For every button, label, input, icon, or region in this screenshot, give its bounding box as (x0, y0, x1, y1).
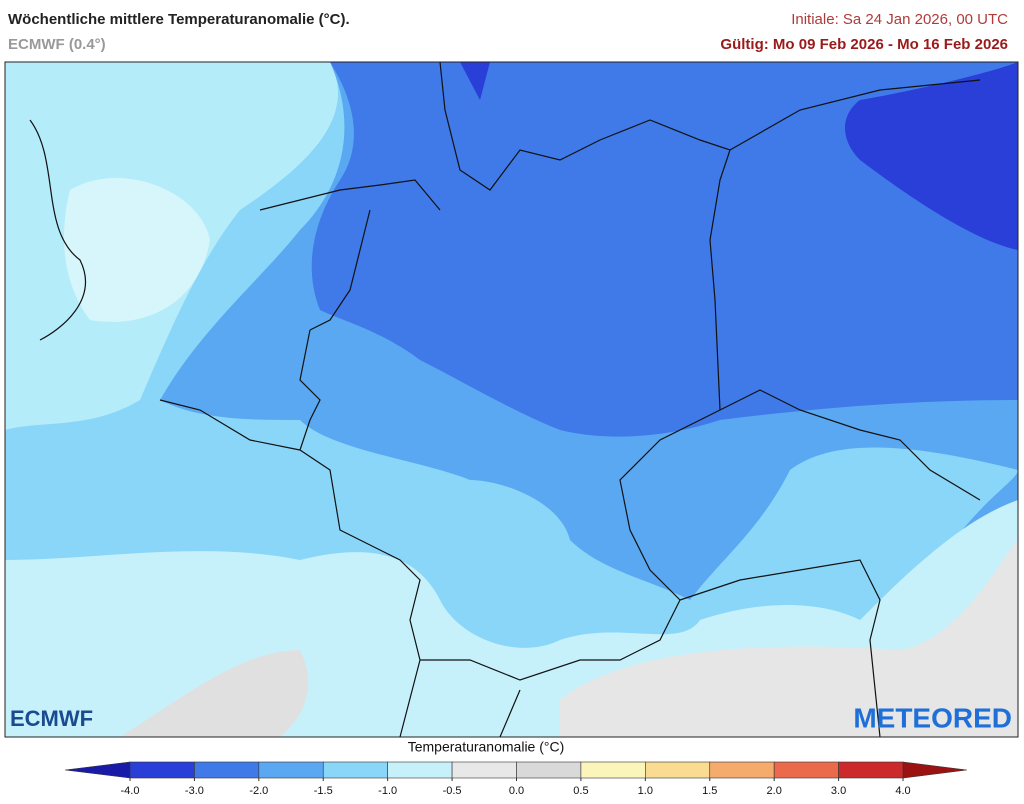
colorbar-segment (387, 761, 453, 779)
title: Wöchentliche mittlere Temperaturanomalie… (8, 11, 350, 28)
colorbar-segment (773, 761, 839, 779)
map: ECMWF METEORED (4, 61, 1019, 738)
colorbar-tick-label: 0.0 (509, 785, 524, 797)
colorbar-segment (194, 761, 260, 779)
colorbar-under (64, 761, 131, 779)
colorbar-title: Temperaturanomalie (°C) (408, 739, 565, 755)
colorbar: -4.0 -3.0 -2.0 -1.5 -1.0 -0.5 0.0 0.5 1.0 1.5 2.0 3… (64, 761, 968, 797)
colorbar-segment (838, 761, 904, 779)
colorbar-segment (258, 761, 324, 779)
valid-range: Gültig: Mo 09 Feb 2026 - Mo 16 Feb 2026 (720, 36, 1008, 53)
colorbar-tick-label: -3.0 (185, 785, 204, 797)
colorbar-tick-label: 4.0 (895, 785, 910, 797)
initial-date: Initiale: Sa 24 Jan 2026, 00 UTC (791, 11, 1008, 28)
colorbar-tick-label: -1.5 (314, 785, 333, 797)
colorbar-tick-label: 3.0 (831, 785, 846, 797)
colorbar-segment (580, 761, 646, 779)
colorbar-tick-label: -4.0 (121, 785, 140, 797)
colorbar-tick-label: 1.0 (638, 785, 653, 797)
colorbar-tick-label: -1.0 (378, 785, 397, 797)
colorbar-segment (645, 761, 711, 779)
colorbar-segment (322, 761, 388, 779)
colorbar-tick-label: 1.5 (702, 785, 717, 797)
colorbar-tick-label: -2.0 (249, 785, 268, 797)
subtitle: ECMWF (0.4°) (8, 36, 106, 53)
colorbar-segment (516, 761, 582, 779)
ecmwf-logo: ECMWF (10, 706, 93, 731)
colorbar-tick-label: 0.5 (573, 785, 588, 797)
colorbar-tick-label: -0.5 (443, 785, 462, 797)
colorbar-segment (451, 761, 517, 779)
colorbar-segment (709, 761, 775, 779)
meteored-logo: METEORED (853, 702, 1012, 733)
colorbar-tick-label: 2.0 (767, 785, 782, 797)
colorbar-segment (129, 761, 195, 779)
colorbar-over (902, 761, 968, 779)
